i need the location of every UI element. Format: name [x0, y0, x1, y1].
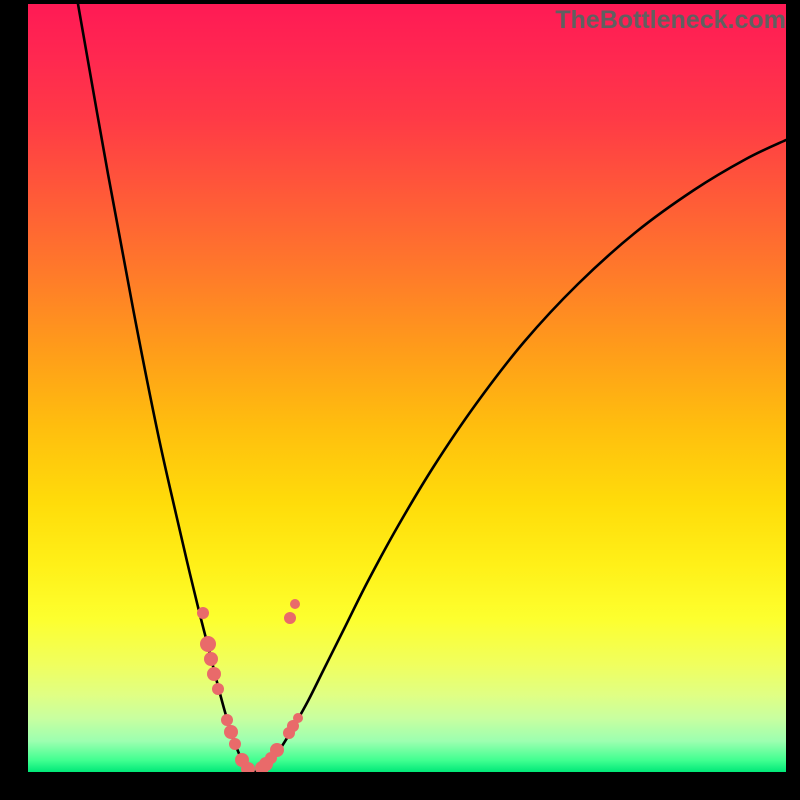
- watermark-text: TheBottleneck.com: [555, 6, 786, 35]
- data-dot: [197, 607, 209, 619]
- data-dot: [200, 636, 216, 652]
- curve-right: [254, 140, 786, 772]
- curve-left: [78, 4, 254, 772]
- data-dot: [224, 725, 238, 739]
- plot-area: [28, 4, 786, 772]
- data-dot: [212, 683, 224, 695]
- curves-layer: [28, 4, 786, 772]
- data-dot: [229, 738, 241, 750]
- data-dot: [284, 612, 296, 624]
- data-dot: [270, 743, 284, 757]
- data-dot: [221, 714, 233, 726]
- data-dot: [290, 599, 300, 609]
- data-dot: [207, 667, 221, 681]
- data-dot: [293, 713, 303, 723]
- data-dot: [204, 652, 218, 666]
